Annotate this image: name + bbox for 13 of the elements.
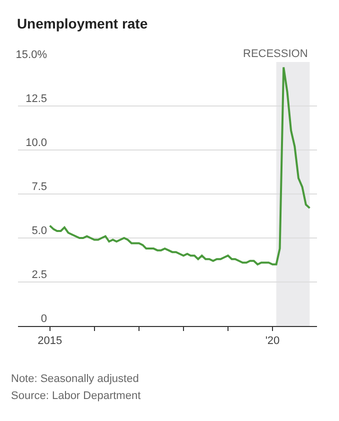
y-tick-label: 7.5 <box>32 180 47 193</box>
y-tick-label: 10.0 <box>26 136 47 149</box>
chart-title: Unemployment rate <box>16 16 148 32</box>
band-label: RECESSION <box>243 48 308 60</box>
y-tick-label: 0 <box>40 312 47 325</box>
x-tick-label: '20 <box>265 335 280 348</box>
y-tick-label: 15.0% <box>16 48 48 61</box>
x-tick-label: 2015 <box>38 335 62 348</box>
text: Note: Seasonally adjusted <box>11 373 139 385</box>
y-tick-label: 5.0 <box>32 224 47 237</box>
y-tick-label: 12.5 <box>26 92 47 105</box>
source-note: Source: Labor Department <box>11 390 141 402</box>
y-tick-label: 2.5 <box>32 268 47 281</box>
